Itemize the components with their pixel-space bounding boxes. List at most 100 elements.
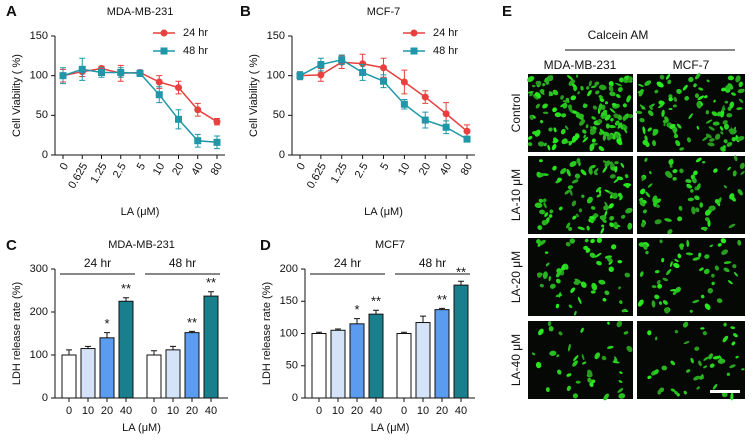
cell [599, 128, 605, 135]
cell [600, 215, 607, 220]
point [136, 69, 144, 77]
cell [609, 174, 616, 179]
cell [566, 169, 571, 177]
point [359, 68, 367, 76]
point [194, 106, 202, 114]
cell [624, 272, 631, 278]
cell [627, 222, 633, 230]
point [380, 77, 387, 85]
cell [574, 310, 577, 316]
cell [542, 198, 547, 203]
cell [580, 86, 584, 91]
x-axis-label: LA (μM) [121, 206, 160, 218]
cell [542, 111, 549, 115]
y-axis-label: LDH release rate (%) [261, 282, 273, 385]
cell [711, 111, 718, 117]
cell [704, 303, 711, 310]
cell [577, 91, 580, 95]
cell [527, 135, 533, 140]
cell [673, 262, 680, 269]
error-bar [420, 315, 426, 323]
cell [704, 254, 710, 259]
cell [537, 225, 543, 230]
cell [723, 322, 727, 327]
cell [708, 205, 716, 211]
cell [678, 205, 683, 211]
cell [635, 110, 643, 114]
cell [672, 176, 677, 181]
cell [617, 388, 624, 393]
point [400, 100, 408, 108]
x-tick-label: 0 [316, 405, 322, 417]
error-bar [104, 332, 110, 338]
cell [567, 185, 574, 190]
cell [544, 212, 549, 218]
x-tick-label: 80 [209, 161, 226, 178]
cell [639, 117, 645, 123]
cell [692, 299, 700, 304]
cell [534, 129, 541, 137]
error-bar [458, 280, 464, 286]
x-tick-label: 40 [455, 405, 467, 417]
y-tick-label: 50 [286, 360, 298, 372]
cell [727, 75, 735, 81]
cell [582, 136, 589, 143]
cell [700, 294, 705, 299]
cell [579, 119, 586, 126]
cell [608, 203, 614, 209]
cell [708, 126, 715, 131]
panel-letter: E [502, 3, 512, 20]
y-tick-label: 0 [292, 392, 298, 404]
cell [654, 270, 660, 274]
cell [611, 244, 617, 250]
row-label: LA-40 μM [509, 334, 523, 386]
micrograph [528, 321, 633, 399]
cell [549, 283, 556, 289]
cell [538, 159, 543, 163]
x-tick-label: 0 [295, 161, 308, 172]
column-label: MCF-7 [673, 58, 710, 72]
point [380, 64, 387, 72]
cell [696, 386, 700, 390]
cell [654, 219, 662, 225]
cell [645, 250, 649, 255]
cell [653, 199, 658, 203]
cell [659, 74, 665, 80]
cell [731, 196, 736, 202]
cell [568, 304, 573, 309]
cell [709, 244, 713, 248]
cell [594, 172, 598, 176]
x-tick-label: 20 [186, 405, 198, 417]
cell [564, 263, 569, 270]
cell [712, 355, 721, 360]
cell [548, 326, 554, 332]
group-label: 24 hr [334, 256, 361, 270]
cell [566, 222, 571, 229]
cell [667, 79, 672, 85]
cell [613, 221, 618, 227]
cell [735, 75, 741, 83]
cell [735, 355, 739, 359]
cell [610, 118, 614, 122]
cell [600, 111, 608, 117]
cell [552, 165, 557, 171]
cell [572, 360, 578, 367]
cell [696, 125, 700, 130]
cell [556, 354, 560, 358]
cell [625, 207, 633, 214]
cell [602, 297, 607, 302]
cell [714, 133, 721, 140]
cell [708, 353, 713, 360]
x-tick-label: 0 [66, 405, 72, 417]
cell [623, 183, 632, 187]
cell [672, 169, 678, 174]
cell [716, 298, 723, 304]
y-tick-label: 200 [280, 263, 298, 275]
cell [602, 166, 608, 173]
cell [581, 354, 585, 361]
cell [649, 171, 652, 175]
cell [690, 174, 695, 180]
cell [712, 383, 718, 390]
cell [652, 129, 659, 136]
cell [720, 146, 726, 152]
